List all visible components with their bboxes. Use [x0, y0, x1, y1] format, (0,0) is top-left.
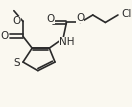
- Text: O: O: [46, 14, 55, 24]
- Text: O: O: [0, 31, 8, 41]
- Text: O: O: [76, 13, 84, 23]
- Text: S: S: [13, 58, 20, 68]
- Text: O: O: [13, 16, 21, 26]
- Text: NH: NH: [59, 37, 74, 47]
- Text: Cl: Cl: [121, 9, 132, 19]
